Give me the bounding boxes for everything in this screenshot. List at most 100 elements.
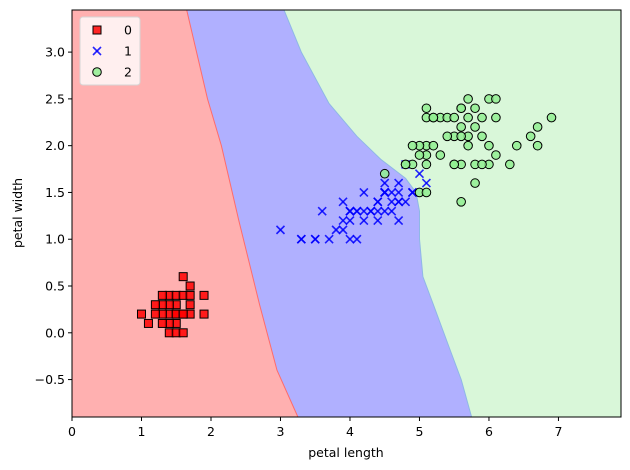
- point-class-0: [157, 290, 167, 300]
- legend-label: 2: [124, 65, 132, 80]
- point-class-2: [477, 131, 487, 142]
- point-class-0: [178, 309, 188, 319]
- x-tick-label: 4: [346, 424, 354, 439]
- point-class-1: [275, 225, 286, 235]
- point-class-1: [366, 206, 376, 216]
- point-class-1: [345, 206, 355, 216]
- legend-item-0: 0: [92, 23, 132, 38]
- point-class-2: [435, 150, 446, 160]
- point-class-2: [525, 131, 536, 142]
- point-class-2: [421, 159, 432, 170]
- point-class-2: [491, 94, 501, 104]
- point-class-1: [331, 225, 341, 235]
- point-class-2: [456, 131, 466, 142]
- point-class-1: [338, 225, 348, 235]
- point-class-2: [463, 140, 473, 151]
- y-tick-label: 2.0: [45, 138, 65, 153]
- point-class-0: [143, 318, 153, 328]
- point-class-1: [373, 197, 383, 207]
- point-class-2: [456, 197, 466, 207]
- x-tick-label: 3: [277, 424, 285, 439]
- x-tick-label: 5: [415, 424, 423, 439]
- y-tick-label: 0.5: [45, 279, 65, 294]
- boundary-0-1: [186, 10, 299, 417]
- point-class-1: [380, 178, 390, 188]
- point-class-1: [373, 206, 383, 216]
- boundary-1-2: [283, 10, 473, 417]
- point-class-1: [387, 187, 397, 198]
- point-class-2: [491, 150, 501, 160]
- point-class-1: [359, 215, 369, 226]
- point-class-2: [505, 159, 515, 170]
- legend-label: 1: [124, 44, 132, 59]
- point-class-2: [400, 159, 411, 170]
- point-class-0: [178, 272, 188, 282]
- point-class-2: [484, 140, 494, 151]
- data-points: [136, 94, 557, 338]
- point-class-1: [317, 206, 327, 216]
- point-class-2: [414, 150, 425, 160]
- point-class-2: [421, 187, 432, 198]
- series-2: [379, 94, 557, 207]
- point-class-2: [456, 103, 466, 114]
- point-class-0: [199, 309, 209, 319]
- y-tick-label: −0.5: [35, 372, 65, 387]
- point-class-1: [345, 215, 355, 226]
- y-tick-label: 1.5: [45, 185, 65, 200]
- point-class-0: [178, 328, 188, 338]
- point-class-2: [532, 140, 543, 151]
- point-class-2: [449, 112, 460, 123]
- point-class-0: [150, 309, 160, 319]
- point-class-2: [470, 178, 480, 188]
- point-class-2: [463, 94, 473, 104]
- point-class-2: [449, 159, 460, 170]
- x-tick-label: 0: [68, 424, 76, 439]
- y-tick-label: 0.0: [45, 325, 65, 340]
- point-class-1: [373, 215, 383, 226]
- point-class-2: [379, 168, 390, 179]
- decision-regions: [72, 10, 621, 417]
- x-tick-label: 6: [485, 424, 493, 439]
- y-tick-label: 2.5: [45, 91, 65, 106]
- region-class-0: [72, 10, 298, 417]
- point-class-2: [442, 131, 453, 142]
- point-class-1: [380, 206, 390, 216]
- legend-label: 0: [124, 23, 132, 38]
- point-class-1: [387, 197, 397, 207]
- x-tick-label: 1: [138, 424, 146, 439]
- point-class-0: [157, 318, 167, 328]
- point-class-1: [352, 206, 362, 216]
- point-class-2: [511, 140, 522, 151]
- point-class-1: [310, 234, 320, 244]
- x-tick-label: 2: [207, 424, 215, 439]
- point-class-0: [185, 281, 195, 291]
- point-class-2: [421, 103, 432, 114]
- plot-frame: [71, 9, 622, 418]
- point-class-2: [428, 112, 439, 123]
- point-class-1: [394, 215, 404, 226]
- point-class-1: [387, 206, 397, 216]
- y-axis-ticks: −0.5 0.0 0.5 1.0 1.5 2.0 2.5 3.0: [35, 45, 72, 387]
- point-class-1: [338, 215, 348, 226]
- point-class-1: [421, 178, 431, 188]
- point-class-2: [456, 122, 466, 132]
- point-class-0: [150, 300, 160, 310]
- point-class-1: [401, 197, 411, 207]
- point-class-1: [380, 187, 390, 198]
- point-class-2: [532, 122, 543, 132]
- point-class-1: [345, 234, 355, 244]
- x-tick-label: 7: [554, 424, 562, 439]
- legend-item-1: 1: [92, 44, 132, 59]
- point-class-2: [428, 140, 439, 151]
- point-class-1: [352, 234, 362, 244]
- point-class-2: [477, 159, 487, 170]
- x-axis-ticks: 0 1 2 3 4 5 6 7: [68, 417, 562, 439]
- point-class-2: [407, 140, 418, 151]
- legend: 0 1 2: [79, 16, 141, 86]
- point-class-2: [470, 103, 480, 114]
- point-class-1: [407, 187, 418, 198]
- series-1: [275, 159, 431, 244]
- point-class-0: [199, 290, 209, 300]
- point-class-2: [477, 112, 487, 123]
- point-class-1: [296, 234, 306, 244]
